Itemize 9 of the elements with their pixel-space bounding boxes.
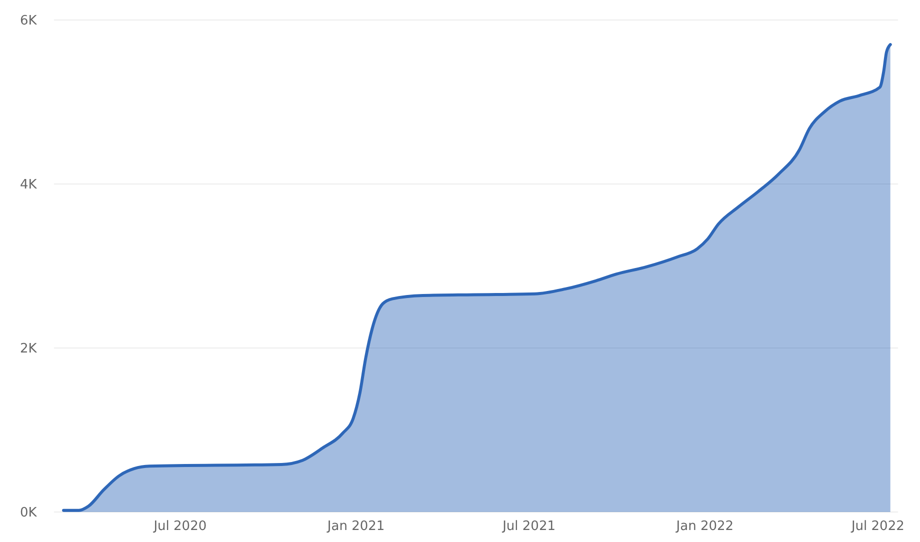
x-tick-label: Jul 2022 [850,519,904,534]
y-tick-label: 4K [20,178,38,193]
x-tick-label: Jul 2020 [152,519,207,534]
y-tick-label: 0K [20,506,38,521]
y-tick-label: 2K [20,342,38,357]
x-tick-label: Jan 2021 [326,519,385,534]
x-tick-label: Jan 2022 [675,519,734,534]
x-tick-label: Jul 2021 [502,519,556,534]
y-tick-label: 6K [20,14,38,29]
